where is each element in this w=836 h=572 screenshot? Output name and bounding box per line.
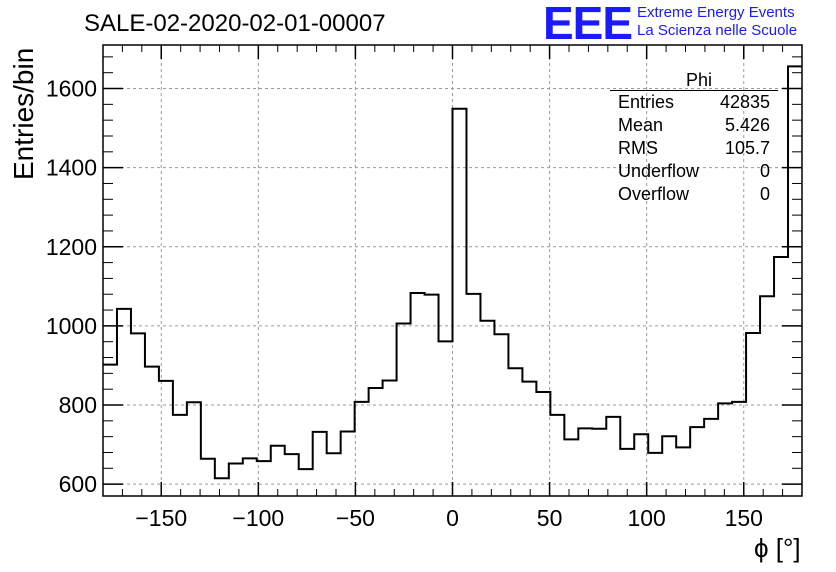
x-tick-label: 150 [725, 505, 763, 531]
x-tick-label: −150 [135, 505, 187, 531]
stats-label: Overflow [618, 184, 690, 204]
stats-value: 5.426 [724, 115, 770, 135]
x-tick-label: 100 [627, 505, 665, 531]
stats-value: 0 [759, 161, 770, 181]
x-axis-label: ϕ [°] [754, 533, 801, 563]
axis-ticks [103, 45, 802, 496]
stats-row-overflow: Overflow 0 [610, 183, 778, 206]
eee-logo: EEE [543, 0, 633, 49]
y-tick-label: 1600 [46, 76, 97, 102]
stats-row-rms: RMS 105.7 [610, 137, 778, 160]
stats-label: Underflow [618, 161, 700, 181]
y-tick-label: 1400 [46, 155, 97, 181]
logo-line-1: Extreme Energy Events [637, 4, 795, 21]
y-tick-label: 1000 [46, 313, 97, 339]
stats-value: 42835 [719, 92, 770, 112]
tick-labels: −150 −100 −50 0 50 100 150 600 800 1000 1200 1400 16… [46, 76, 763, 531]
x-tick-label: −100 [232, 505, 284, 531]
stats-label: Mean [618, 115, 664, 135]
stats-title: Phi [610, 70, 778, 91]
y-tick-label: 600 [59, 471, 97, 497]
x-tick-label: −50 [336, 505, 375, 531]
y-axis-label: Entries/bin [8, 47, 39, 180]
chart-title: SALE-02-2020-02-01-00007 [84, 10, 386, 37]
logo-line-2: La Scienza nelle Scuole [637, 22, 798, 39]
stats-row-mean: Mean 5.426 [610, 114, 778, 137]
stats-label: Entries [618, 92, 675, 112]
stats-value: 105.7 [724, 138, 770, 158]
stats-label: RMS [618, 138, 658, 158]
logo-caption: Extreme Energy Events La Scienza nelle S… [637, 4, 797, 40]
y-tick-label: 1200 [46, 234, 97, 260]
histogram-step-line [103, 65, 802, 480]
stats-value: 0 [759, 184, 770, 204]
plot-frame [102, 44, 803, 497]
x-tick-label: 50 [537, 505, 563, 531]
y-tick-label: 800 [59, 392, 97, 418]
stats-row-entries: Entries 42835 [610, 91, 778, 114]
x-tick-label: 0 [446, 505, 459, 531]
stats-box: Phi Entries 42835 Mean 5.426 RMS 105.7 U… [610, 70, 778, 206]
stats-row-underflow: Underflow 0 [610, 160, 778, 183]
